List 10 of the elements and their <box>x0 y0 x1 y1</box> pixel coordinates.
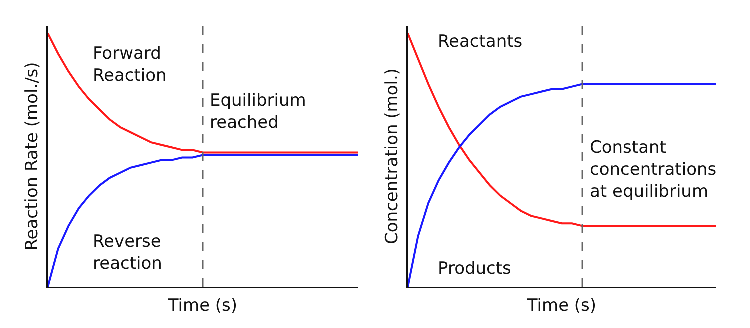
series-label: Reverse reaction <box>93 232 162 274</box>
x-axis-title: Time (s) <box>526 296 597 316</box>
annotation: Constant concentrations at equilibrium <box>590 138 717 202</box>
annotation: Equilibrium reached <box>210 91 306 134</box>
y-axis-title: Concentration (mol.) <box>382 68 402 245</box>
series-label: Reactants <box>438 32 523 52</box>
y-axis-title: Reaction Rate (mol./s) <box>22 62 42 251</box>
x-axis-title: Time (s) <box>167 296 238 316</box>
series-label: Forward Reaction <box>93 44 167 86</box>
series-label: Products <box>438 259 512 279</box>
